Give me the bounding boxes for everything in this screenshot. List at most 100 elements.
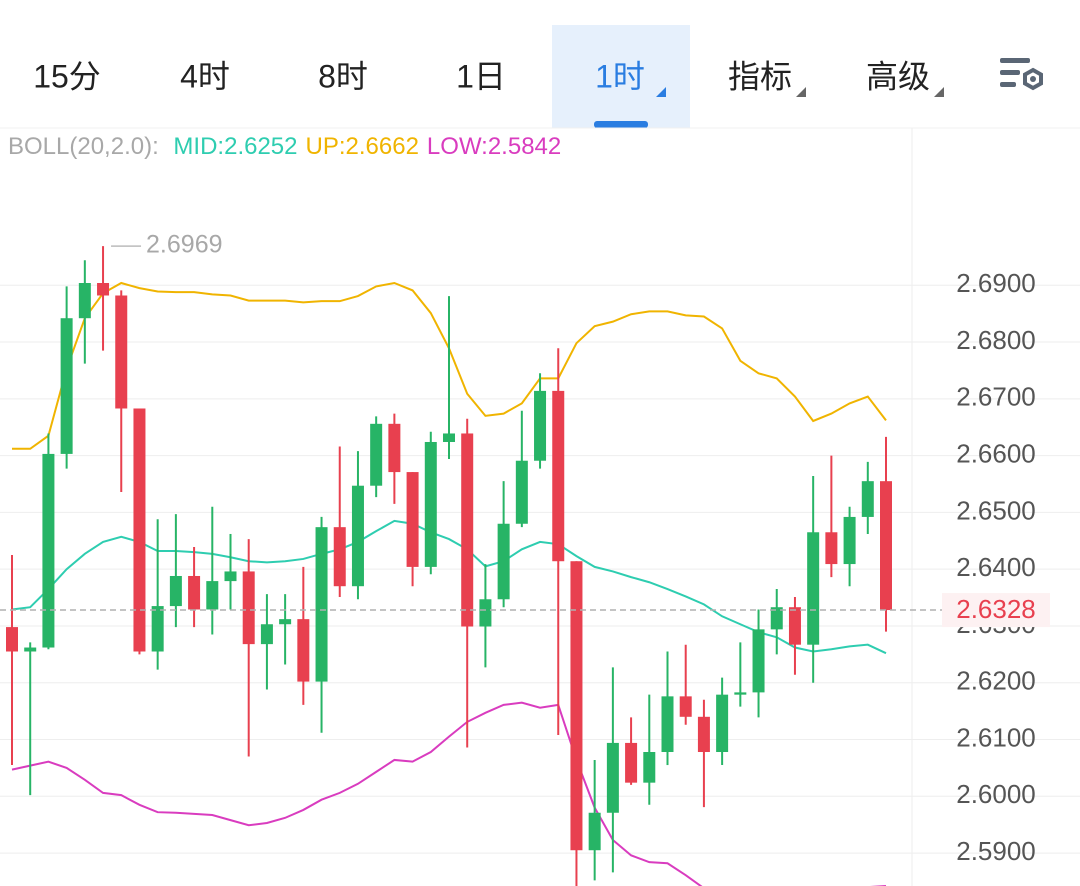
candle-body: [42, 453, 55, 648]
candle-body: [861, 481, 874, 517]
tab[interactable]: 高级: [866, 58, 944, 97]
candle-body: [497, 523, 510, 600]
candle-body: [461, 433, 474, 627]
candle-body: [151, 606, 164, 652]
legend-name: MID:: [173, 133, 224, 160]
candle-body: [188, 575, 201, 610]
candle-body: [224, 571, 237, 582]
plot-area: [6, 245, 892, 886]
candle-body: [770, 607, 783, 630]
tab-label: 高级: [866, 58, 930, 94]
candle-body: [315, 527, 328, 682]
candle-body: [515, 460, 528, 524]
candle-body: [843, 516, 856, 565]
tab-label: 1日: [456, 58, 506, 94]
icon-dot: [1030, 76, 1036, 82]
candle-body: [388, 423, 401, 473]
candle-body: [133, 408, 146, 652]
candle-body: [788, 607, 801, 645]
tab-label: 1时: [595, 58, 645, 94]
indicator-name: BOLL(20,2.0):: [8, 133, 159, 160]
y-tick-label: 2.6100: [956, 722, 1036, 752]
icon-hex: [1023, 67, 1043, 91]
candle-body: [279, 619, 292, 625]
y-tick-label: 2.6600: [956, 438, 1036, 468]
candle-body: [370, 423, 383, 486]
candle-body: [443, 433, 455, 442]
y-tick-label: 2.6800: [956, 325, 1036, 355]
indicator-legend: BOLL(20,2.0): MID:2.6252 UP:2.6662 LOW:2.5…: [8, 133, 561, 160]
candle-body: [333, 527, 346, 587]
legend-name: UP:: [306, 133, 346, 160]
tab[interactable]: 1时: [552, 25, 690, 128]
y-tick-label: 2.6700: [956, 382, 1036, 412]
candle-body: [351, 485, 364, 587]
dropdown-triangle: [656, 87, 666, 97]
candle-body: [424, 441, 437, 567]
icon-bar: [1000, 82, 1016, 87]
candle-body: [734, 692, 747, 695]
band-line: [11, 701, 886, 886]
candle-body: [807, 532, 820, 645]
legend-name: LOW:: [427, 133, 488, 160]
candle-body: [679, 696, 692, 717]
candle-body: [552, 390, 565, 562]
high-label: 2.6969: [146, 231, 222, 259]
candle-body: [697, 716, 710, 753]
candle-body: [60, 318, 73, 454]
candle-body: [643, 752, 656, 783]
icon-bar: [1000, 58, 1030, 63]
y-tick-label: 2.6900: [956, 268, 1036, 298]
legend-value: 2.6252: [224, 133, 297, 160]
candle-body: [570, 561, 583, 851]
candle-body: [406, 472, 419, 567]
tab-indicator: [594, 121, 648, 128]
candle-body: [534, 390, 547, 461]
settings-icon[interactable]: [1000, 58, 1043, 91]
y-tick-label: 2.6400: [956, 552, 1036, 582]
candle-body: [479, 599, 492, 627]
candle-body: [242, 571, 255, 645]
last-price-label: 2.6328: [956, 594, 1036, 624]
candle-body: [115, 295, 128, 409]
tab-label: 指标: [728, 58, 792, 94]
candle-body: [661, 696, 674, 753]
tab-bar: 15分 4时 8时 1日 1时 指标 高级: [33, 25, 944, 128]
icon-bar: [1000, 70, 1020, 75]
tab-label: 8时: [318, 58, 368, 94]
tab-highlight: [552, 25, 690, 128]
y-tick-label: 2.6000: [956, 779, 1036, 809]
candle-body: [625, 742, 638, 783]
candle-body: [716, 694, 729, 753]
candle-body: [24, 647, 37, 652]
candle-body: [6, 627, 18, 652]
grid: [0, 284, 1080, 854]
candle-body: [588, 812, 601, 851]
tab-label: 4时: [180, 58, 230, 94]
legend-value: 2.5842: [488, 133, 561, 160]
y-tick-label: 2.6200: [956, 666, 1036, 696]
legend-value: 2.6662: [346, 133, 419, 160]
candle-body: [606, 742, 619, 813]
y-tick-label: 2.5900: [956, 836, 1036, 866]
candle-body: [880, 481, 892, 611]
tab[interactable]: 指标: [728, 58, 806, 97]
candle-body: [78, 283, 91, 319]
tab[interactable]: 1日: [456, 58, 506, 94]
candle-body: [169, 575, 182, 607]
candle-body: [825, 532, 838, 565]
candle-body: [260, 624, 273, 645]
y-tick-label: 2.6500: [956, 495, 1036, 525]
candle-body: [752, 629, 765, 693]
tab-label: 15分: [33, 58, 101, 94]
last-price-box: [942, 593, 1050, 628]
tab[interactable]: 4时: [180, 58, 230, 94]
dropdown-triangle: [796, 87, 806, 97]
y-axis: 2.59002.60002.61002.62002.63002.64002.65…: [956, 268, 1036, 866]
candle-body: [206, 581, 219, 610]
tab[interactable]: 8时: [318, 58, 368, 94]
tab[interactable]: 15分: [33, 58, 101, 94]
dropdown-triangle: [934, 87, 944, 97]
candle-body: [97, 283, 110, 296]
